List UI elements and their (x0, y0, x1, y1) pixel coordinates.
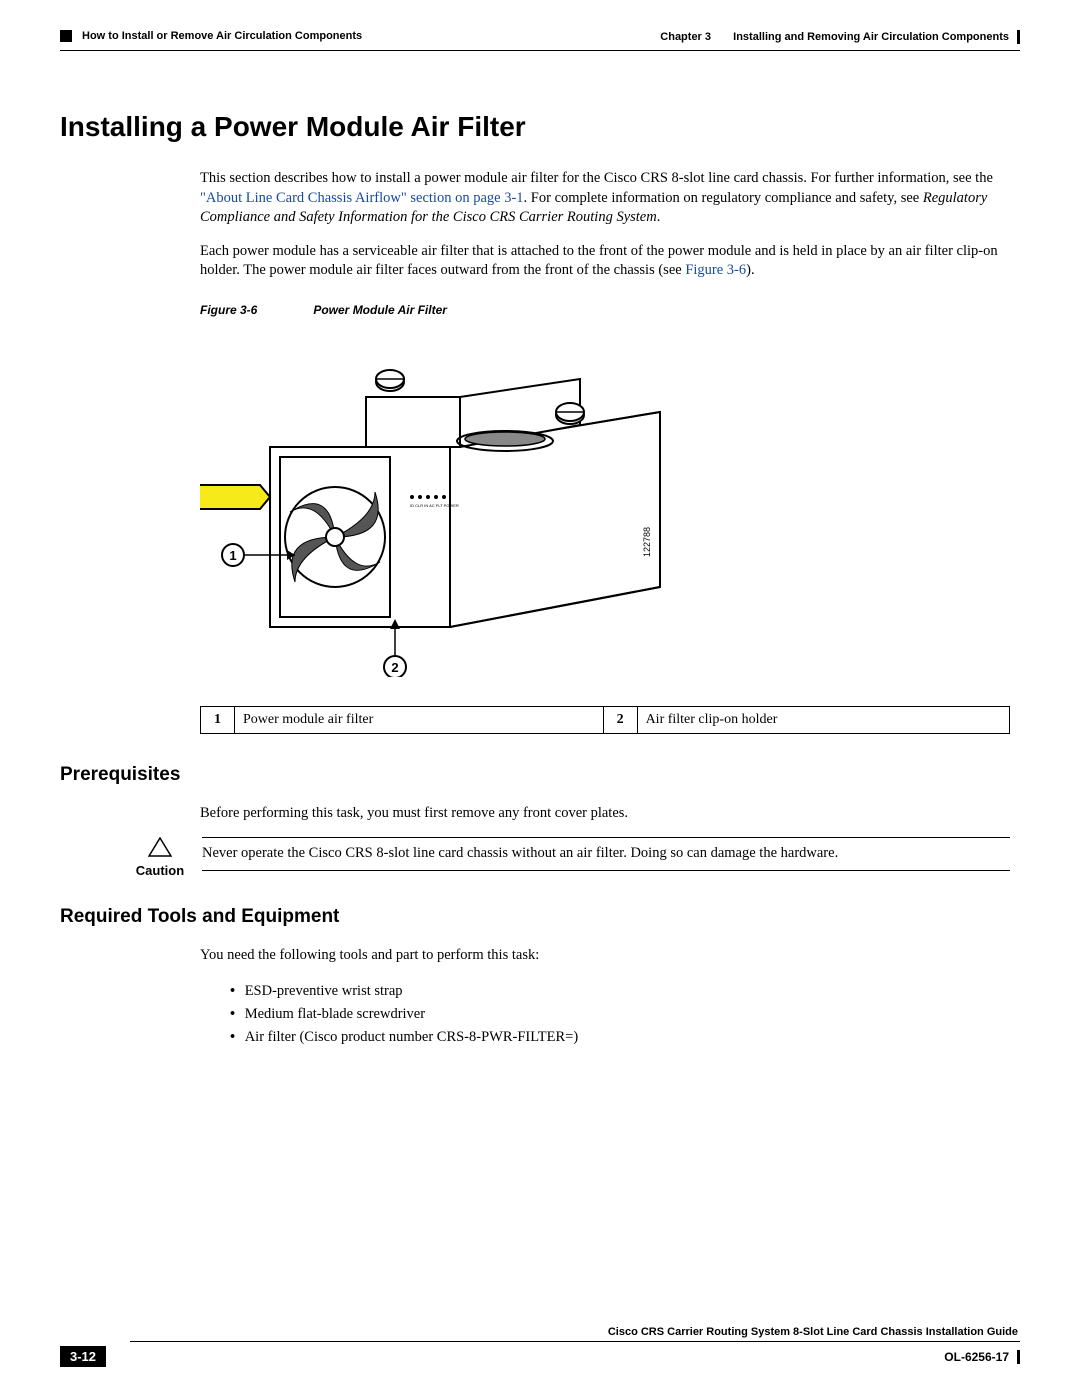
caution-divider (202, 870, 1010, 871)
callout-1-marker: 1 (229, 548, 236, 563)
prerequisites-heading: Prerequisites (60, 764, 1020, 786)
callout-num: 1 (201, 706, 235, 733)
page-number: 3-12 (60, 1346, 106, 1367)
header-chapter-label: Chapter 3 (660, 31, 711, 43)
header-chapter-title: Installing and Removing Air Circulation … (733, 31, 1009, 43)
figure-caption: Figure 3-6 Power Module Air Filter (200, 303, 1020, 317)
intro-paragraph-1: This section describes how to install a … (200, 169, 1010, 228)
figure-image-id: 122788 (642, 527, 652, 557)
footer-doc-id: OL-6256-17 (944, 1350, 1009, 1364)
callout-table: 1 Power module air filter 2 Air filter c… (200, 706, 1010, 734)
main-heading: Installing a Power Module Air Filter (60, 111, 1020, 143)
tools-heading: Required Tools and Equipment (60, 906, 1020, 928)
caution-block: Caution Never operate the Cisco CRS 8-sl… (130, 837, 1010, 878)
airflow-section-link[interactable]: "About Line Card Chassis Airflow" sectio… (200, 190, 524, 206)
prerequisites-text: Before performing this task, you must fi… (200, 804, 1010, 824)
table-row: 1 Power module air filter 2 Air filter c… (201, 706, 1010, 733)
page-footer: Cisco CRS Carrier Routing System 8-Slot … (60, 1326, 1020, 1367)
caution-text: Never operate the Cisco CRS 8-slot line … (202, 844, 1010, 864)
svg-text:ID CLR IN AC FLT POWER: ID CLR IN AC FLT POWER (410, 503, 459, 508)
footer-bar-icon (1017, 1350, 1020, 1364)
caution-icon (130, 837, 190, 861)
footer-guide-title: Cisco CRS Carrier Routing System 8-Slot … (130, 1326, 1020, 1342)
tools-intro: You need the following tools and part to… (200, 946, 1010, 966)
list-item: Medium flat-blade screwdriver (230, 1003, 1010, 1026)
callout-num: 2 (603, 706, 637, 733)
intro-paragraph-2: Each power module has a serviceable air … (200, 242, 1010, 281)
figure-title: Power Module Air Filter (313, 303, 447, 317)
list-item: Air filter (Cisco product number CRS-8-P… (230, 1026, 1010, 1049)
header-divider (60, 50, 1020, 51)
list-item: ESD-preventive wrist strap (230, 980, 1010, 1003)
power-module-svg: ID CLR IN AC FLT POWER 122788 1 2 (200, 337, 700, 677)
page-header: How to Install or Remove Air Circulation… (60, 30, 1020, 44)
caution-divider (202, 837, 1010, 838)
callout-label: Power module air filter (235, 706, 604, 733)
header-section-title: How to Install or Remove Air Circulation… (82, 30, 362, 42)
caution-label: Caution (130, 863, 190, 878)
callout-label: Air filter clip-on holder (637, 706, 1009, 733)
figure-label: Figure 3-6 (200, 303, 310, 317)
header-bar-icon (1017, 30, 1020, 44)
callout-2-marker: 2 (391, 660, 398, 675)
figure-link[interactable]: Figure 3-6 (685, 262, 746, 278)
header-marker-icon (60, 30, 72, 42)
figure-diagram: ID CLR IN AC FLT POWER 122788 1 2 (200, 337, 1020, 682)
tools-list: ESD-preventive wrist strap Medium flat-b… (230, 980, 1010, 1050)
